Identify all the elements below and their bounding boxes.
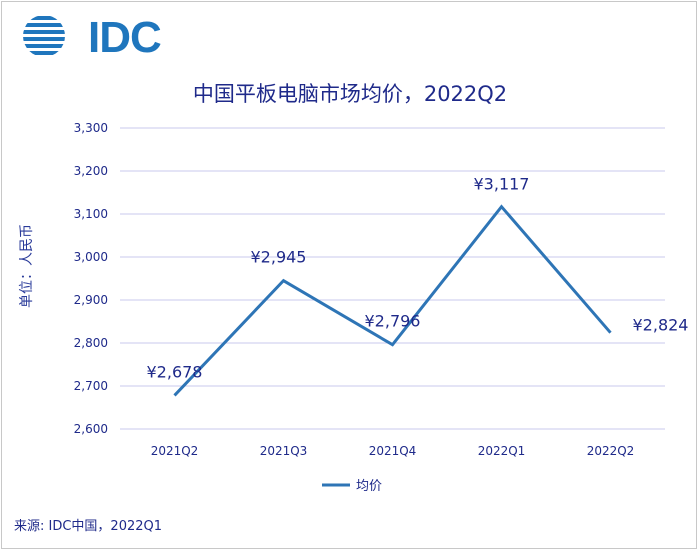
x-tick-label: 2021Q3 [260, 444, 308, 458]
x-tick-label: 2021Q2 [151, 444, 199, 458]
data-label: ¥2,824 [633, 316, 689, 335]
data-label: ¥2,945 [251, 248, 307, 267]
data-label: ¥2,678 [147, 362, 203, 381]
y-tick-label: 2,900 [74, 293, 108, 307]
y-tick-label: 3,200 [74, 164, 108, 178]
data-label: ¥3,117 [474, 175, 530, 194]
x-tick-label: 2021Q4 [369, 444, 417, 458]
source-note: 来源: IDC中国，2022Q1 [14, 519, 163, 534]
x-tick-label: 2022Q2 [587, 444, 635, 458]
y-tick-label: 3,100 [74, 207, 108, 221]
legend-label: 均价 [356, 479, 382, 494]
y-tick-label: 3,000 [74, 250, 108, 264]
y-tick-label: 3,300 [74, 121, 108, 135]
y-tick-label: 2,800 [74, 336, 108, 350]
y-tick-label: 2,700 [74, 379, 108, 393]
y-tick-label: 2,600 [74, 422, 108, 436]
logo-text: IDC [88, 13, 162, 62]
x-tick-label: 2022Q1 [478, 444, 526, 458]
idc-logo: IDC [22, 13, 162, 62]
series-line [173, 204, 612, 397]
data-label: ¥2,796 [365, 312, 421, 331]
chart-title: 中国平板电脑市场均价，2022Q2 [192, 82, 508, 106]
globe-icon [23, 16, 65, 55]
